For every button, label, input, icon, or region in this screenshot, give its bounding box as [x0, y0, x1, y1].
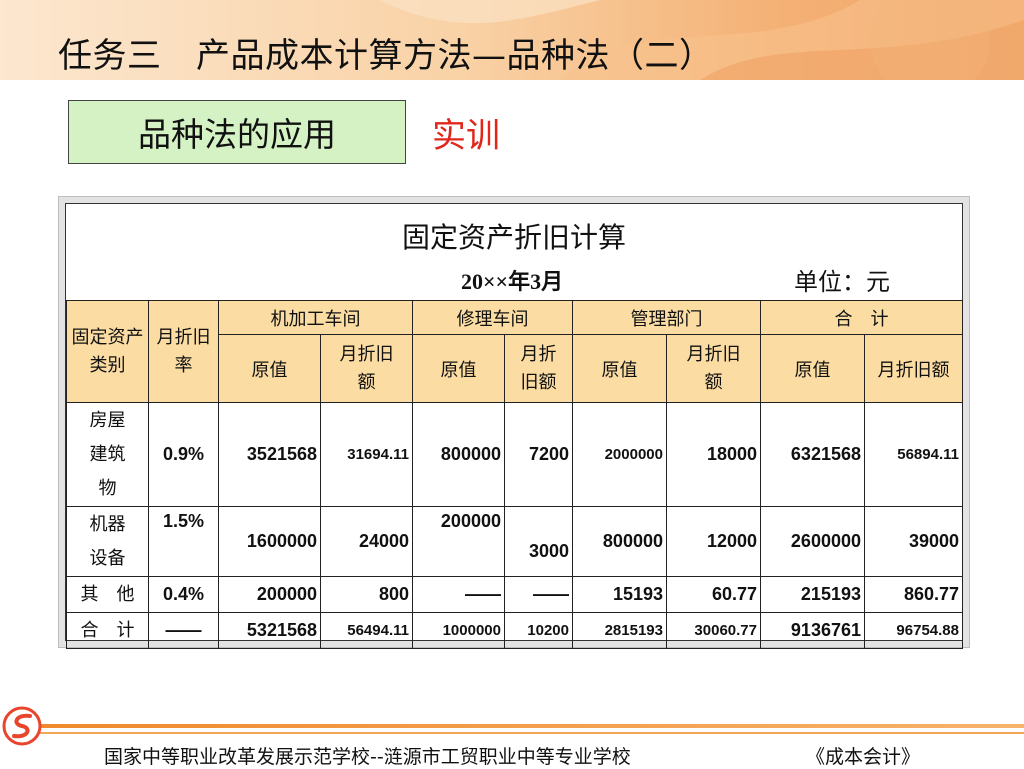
row-mgmt-original: 800000 — [572, 506, 667, 577]
row-mach-original: 5321568 — [218, 612, 321, 649]
header-rate: 月折旧率 — [148, 300, 219, 403]
row-category: 合 计 — [66, 612, 149, 649]
school-logo-icon — [2, 706, 42, 746]
table-date: 20××年3月 — [461, 269, 564, 294]
header-category: 固定资产类别 — [66, 300, 149, 403]
header-mgmt-original: 原值 — [572, 334, 667, 403]
row-mgmt-original: 2000000 — [572, 402, 667, 507]
header-rep-dep: 月折旧额 — [504, 334, 573, 403]
row-mgmt-dep: 30060.77 — [666, 612, 761, 649]
row-rate: —— — [148, 612, 219, 649]
table-row: 合 计 —— 5321568 56494.11 1000000 10200 28… — [66, 612, 963, 649]
slide-header: 任务三 产品成本计算方法—品种法（二） — [0, 0, 1024, 80]
row-rep-original: —— — [412, 576, 505, 613]
header-repair: 修理车间 — [412, 300, 573, 335]
row-mgmt-dep: 12000 — [666, 506, 761, 577]
footer-line-thin — [40, 732, 1024, 734]
header-machining: 机加工车间 — [218, 300, 413, 335]
row-mach-dep: 24000 — [320, 506, 413, 577]
footer-school: 国家中等职业改革发展示范学校--涟源市工贸职业中等专业学校 — [104, 746, 631, 768]
table-unit: 单位：元 — [794, 268, 890, 296]
row-rate: 0.4% — [148, 576, 219, 613]
depreciation-table: 固定资产类别 月折旧率 机加工车间 修理车间 管理部门 合 计 原值 月折旧额 … — [66, 300, 963, 649]
row-rep-dep: —— — [504, 576, 573, 613]
header-total: 合 计 — [760, 300, 963, 335]
section-label: 品种法的应用 — [138, 115, 336, 154]
row-rep-original: 800000 — [412, 402, 505, 507]
table-row: 其 他 0.4% 200000 800 —— —— 15193 60.77 21… — [66, 576, 963, 613]
row-rep-original: 200000 — [412, 506, 505, 577]
row-rep-dep: 10200 — [504, 612, 573, 649]
header-mgmt-dep-line1: 月折旧 — [686, 343, 741, 365]
header-management: 管理部门 — [572, 300, 761, 335]
row-total-original: 6321568 — [760, 402, 865, 507]
row-total-dep: 96754.88 — [864, 612, 963, 649]
header-rep-original: 原值 — [412, 334, 505, 403]
footer-book: 《成本会计》 — [806, 746, 921, 768]
row-mgmt-original: 2815193 — [572, 612, 667, 649]
row-rate: 0.9% — [148, 402, 219, 507]
header-decoration — [380, 0, 1024, 80]
table-panel: 固定资产折旧计算 20××年3月 单位：元 固定资产类别 月折旧率 机加工车间 … — [65, 203, 963, 649]
page-title: 任务三 产品成本计算方法—品种法（二） — [58, 36, 714, 76]
row-rep-original: 1000000 — [412, 612, 505, 649]
row-mgmt-dep: 60.77 — [666, 576, 761, 613]
row-total-original: 9136761 — [760, 612, 865, 649]
row-total-dep: 56894.11 — [864, 402, 963, 507]
row-rep-dep: 3000 — [504, 506, 573, 577]
section-label-box: 品种法的应用 — [68, 100, 406, 164]
row-category: 房屋建筑物 — [66, 402, 149, 507]
row-total-original: 2600000 — [760, 506, 865, 577]
row-mach-original: 1600000 — [218, 506, 321, 577]
row-mgmt-dep: 18000 — [666, 402, 761, 507]
table-row: 机器设备 1.5% 1600000 24000 200000 3000 8000… — [66, 506, 963, 577]
row-category: 机器设备 — [66, 506, 149, 577]
row-total-original: 215193 — [760, 576, 865, 613]
row-category: 其 他 — [66, 576, 149, 613]
row-mach-original: 200000 — [218, 576, 321, 613]
footer-line — [40, 724, 1024, 728]
row-mach-dep: 31694.11 — [320, 402, 413, 507]
row-mach-original: 3521568 — [218, 402, 321, 507]
row-rate: 1.5% — [148, 506, 219, 577]
row-mgmt-original: 15193 — [572, 576, 667, 613]
table-title: 固定资产折旧计算 — [401, 221, 626, 254]
header-mach-original: 原值 — [218, 334, 321, 403]
row-total-dep: 39000 — [864, 506, 963, 577]
header-total-original: 原值 — [760, 334, 865, 403]
table-frame: 固定资产折旧计算 20××年3月 单位：元 固定资产类别 月折旧率 机加工车间 … — [58, 196, 970, 649]
header-total-dep: 月折旧额 — [864, 334, 963, 403]
header-mgmt-dep-line2: 额 — [704, 371, 723, 393]
row-rep-dep: 7200 — [504, 402, 573, 507]
table-row: 房屋建筑物 0.9% 3521568 31694.11 800000 7200 … — [66, 402, 963, 507]
row-mach-dep: 56494.11 — [320, 612, 413, 649]
header-mgmt-dep: 月折旧额 — [666, 334, 761, 403]
row-mach-dep: 800 — [320, 576, 413, 613]
row-total-dep: 860.77 — [864, 576, 963, 613]
header-mach-dep: 月折旧额 — [320, 334, 413, 403]
practice-label: 实训 — [432, 116, 500, 156]
